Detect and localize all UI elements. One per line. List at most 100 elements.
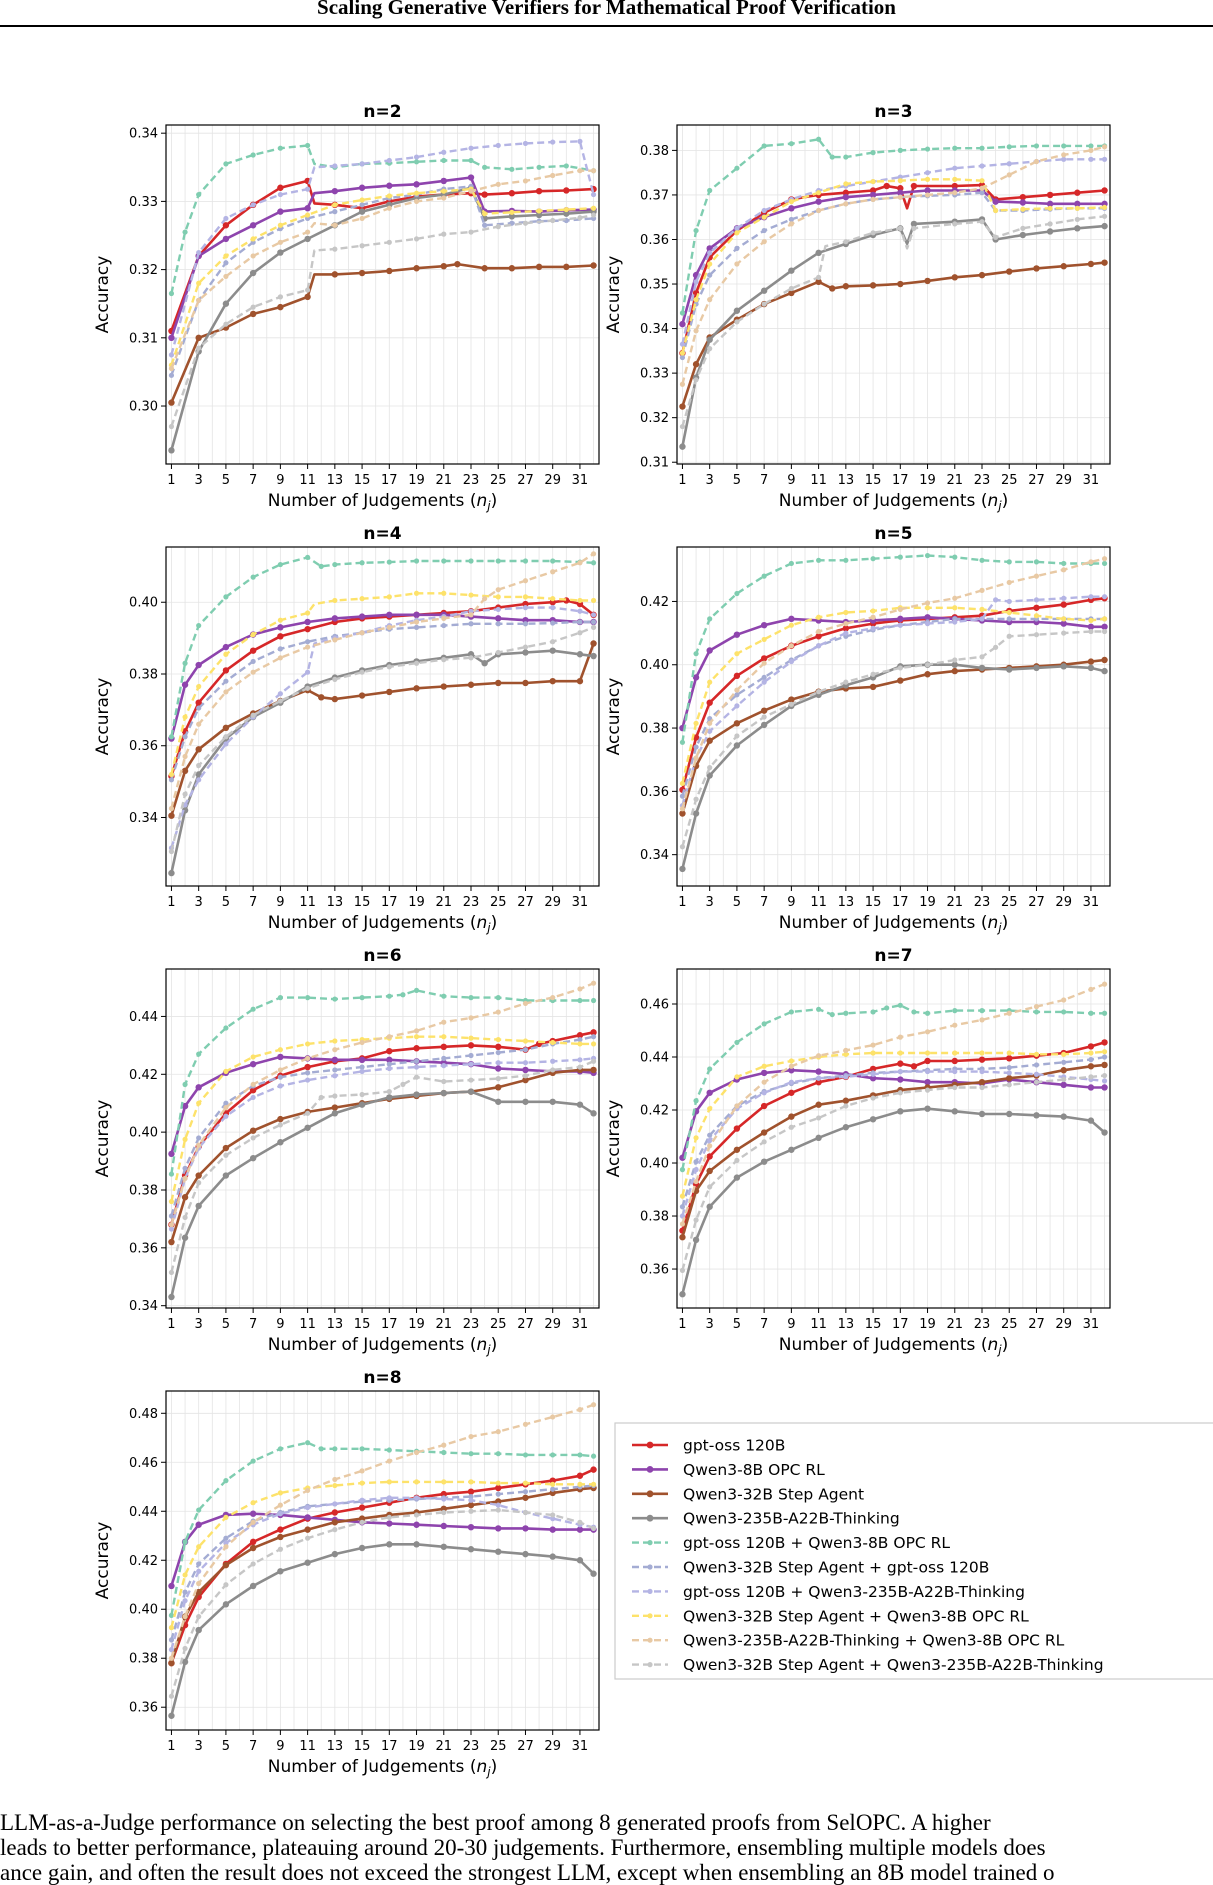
- chart-title: n=4: [363, 524, 401, 544]
- data-point: [482, 164, 488, 170]
- data-point: [1033, 1051, 1040, 1057]
- data-point: [788, 1067, 795, 1074]
- data-point: [304, 235, 311, 243]
- data-point: [386, 205, 392, 211]
- data-point: [277, 1490, 283, 1496]
- x-axis-label: Number of Judgements (nj): [779, 1335, 1008, 1357]
- data-point: [993, 207, 999, 214]
- data-point: [386, 157, 392, 164]
- data-point: [359, 1091, 365, 1098]
- data-point: [332, 1501, 338, 1507]
- y-tick-label: 0.46: [640, 997, 669, 1012]
- x-tick-label: 31: [1083, 473, 1100, 488]
- data-point: [522, 1452, 529, 1458]
- data-point: [951, 1108, 958, 1115]
- x-tick-label: 9: [276, 895, 284, 910]
- data-point: [1061, 152, 1067, 158]
- data-point: [843, 630, 849, 636]
- data-point: [692, 810, 700, 817]
- data-point: [679, 320, 686, 328]
- data-point: [590, 1402, 597, 1408]
- data-point: [869, 1116, 877, 1123]
- data-point: [869, 683, 877, 691]
- data-point: [467, 1546, 475, 1553]
- data-point: [331, 1509, 339, 1516]
- data-point: [277, 1074, 283, 1080]
- x-tick-label: 11: [299, 473, 316, 488]
- data-point: [1101, 556, 1108, 562]
- data-point: [495, 224, 501, 230]
- data-point: [788, 1146, 795, 1153]
- data-point: [277, 646, 283, 652]
- data-point: [924, 671, 931, 678]
- data-point: [249, 222, 257, 229]
- data-point: [870, 671, 876, 677]
- data-point: [277, 1083, 283, 1089]
- data-point: [468, 1035, 474, 1041]
- data-point: [249, 310, 257, 318]
- data-point: [250, 658, 256, 665]
- data-point: [760, 707, 768, 714]
- data-point: [495, 1065, 502, 1072]
- data-point: [549, 1553, 556, 1560]
- series-line: [170, 262, 594, 404]
- data-point: [549, 677, 556, 685]
- data-point: [495, 649, 501, 656]
- data-point: [522, 1525, 529, 1532]
- y-tick-label: 0.40: [640, 1157, 669, 1172]
- data-point: [693, 328, 699, 334]
- data-point: [924, 600, 931, 606]
- data-point: [249, 647, 257, 654]
- data-point: [707, 1184, 713, 1190]
- data-point: [181, 1234, 189, 1241]
- data-point: [304, 1514, 311, 1521]
- x-tick-label: 13: [838, 473, 855, 488]
- data-point: [679, 423, 686, 430]
- data-point: [910, 1063, 918, 1070]
- data-point: [181, 1102, 189, 1110]
- data-point: [331, 1104, 339, 1111]
- data-point: [386, 1061, 392, 1067]
- data-point: [1061, 595, 1067, 601]
- data-point: [386, 993, 392, 999]
- data-point: [182, 753, 188, 760]
- series-line: [681, 982, 1106, 1225]
- data-point: [577, 1036, 583, 1043]
- series-line: [170, 169, 594, 369]
- data-point: [413, 1541, 420, 1548]
- data-point: [495, 615, 502, 622]
- data-point: [550, 1039, 556, 1046]
- data-point: [706, 1203, 713, 1210]
- data-point: [522, 1000, 529, 1007]
- data-point: [481, 191, 488, 198]
- x-tick-label: 27: [1028, 1317, 1045, 1332]
- data-point: [761, 207, 767, 214]
- x-axis-label: Number of Judgements (nj): [779, 913, 1008, 935]
- data-point: [1020, 225, 1026, 231]
- data-point: [549, 647, 556, 654]
- x-tick-label: 1: [167, 473, 175, 488]
- data-point: [182, 1572, 188, 1578]
- data-point: [679, 1221, 686, 1227]
- data-point: [924, 1050, 931, 1056]
- data-point: [733, 1125, 741, 1132]
- data-point: [843, 1103, 849, 1109]
- data-point: [481, 265, 488, 272]
- data-point: [440, 262, 447, 270]
- x-tick-label: 3: [706, 473, 714, 488]
- legend-entry: Qwen3-32B Step Agent + gpt-oss 120B: [683, 1559, 989, 1577]
- data-point: [1006, 1010, 1012, 1016]
- data-point: [358, 208, 366, 215]
- data-point: [549, 1098, 556, 1105]
- data-point: [693, 279, 699, 285]
- series-line: [681, 595, 1105, 806]
- data-point: [693, 744, 699, 750]
- data-point: [563, 263, 570, 271]
- data-point: [870, 196, 876, 202]
- data-point: [734, 261, 740, 267]
- data-point: [223, 1152, 229, 1158]
- data-point: [359, 669, 365, 675]
- data-point: [359, 596, 365, 602]
- data-point: [386, 182, 393, 189]
- data-point: [693, 1217, 699, 1223]
